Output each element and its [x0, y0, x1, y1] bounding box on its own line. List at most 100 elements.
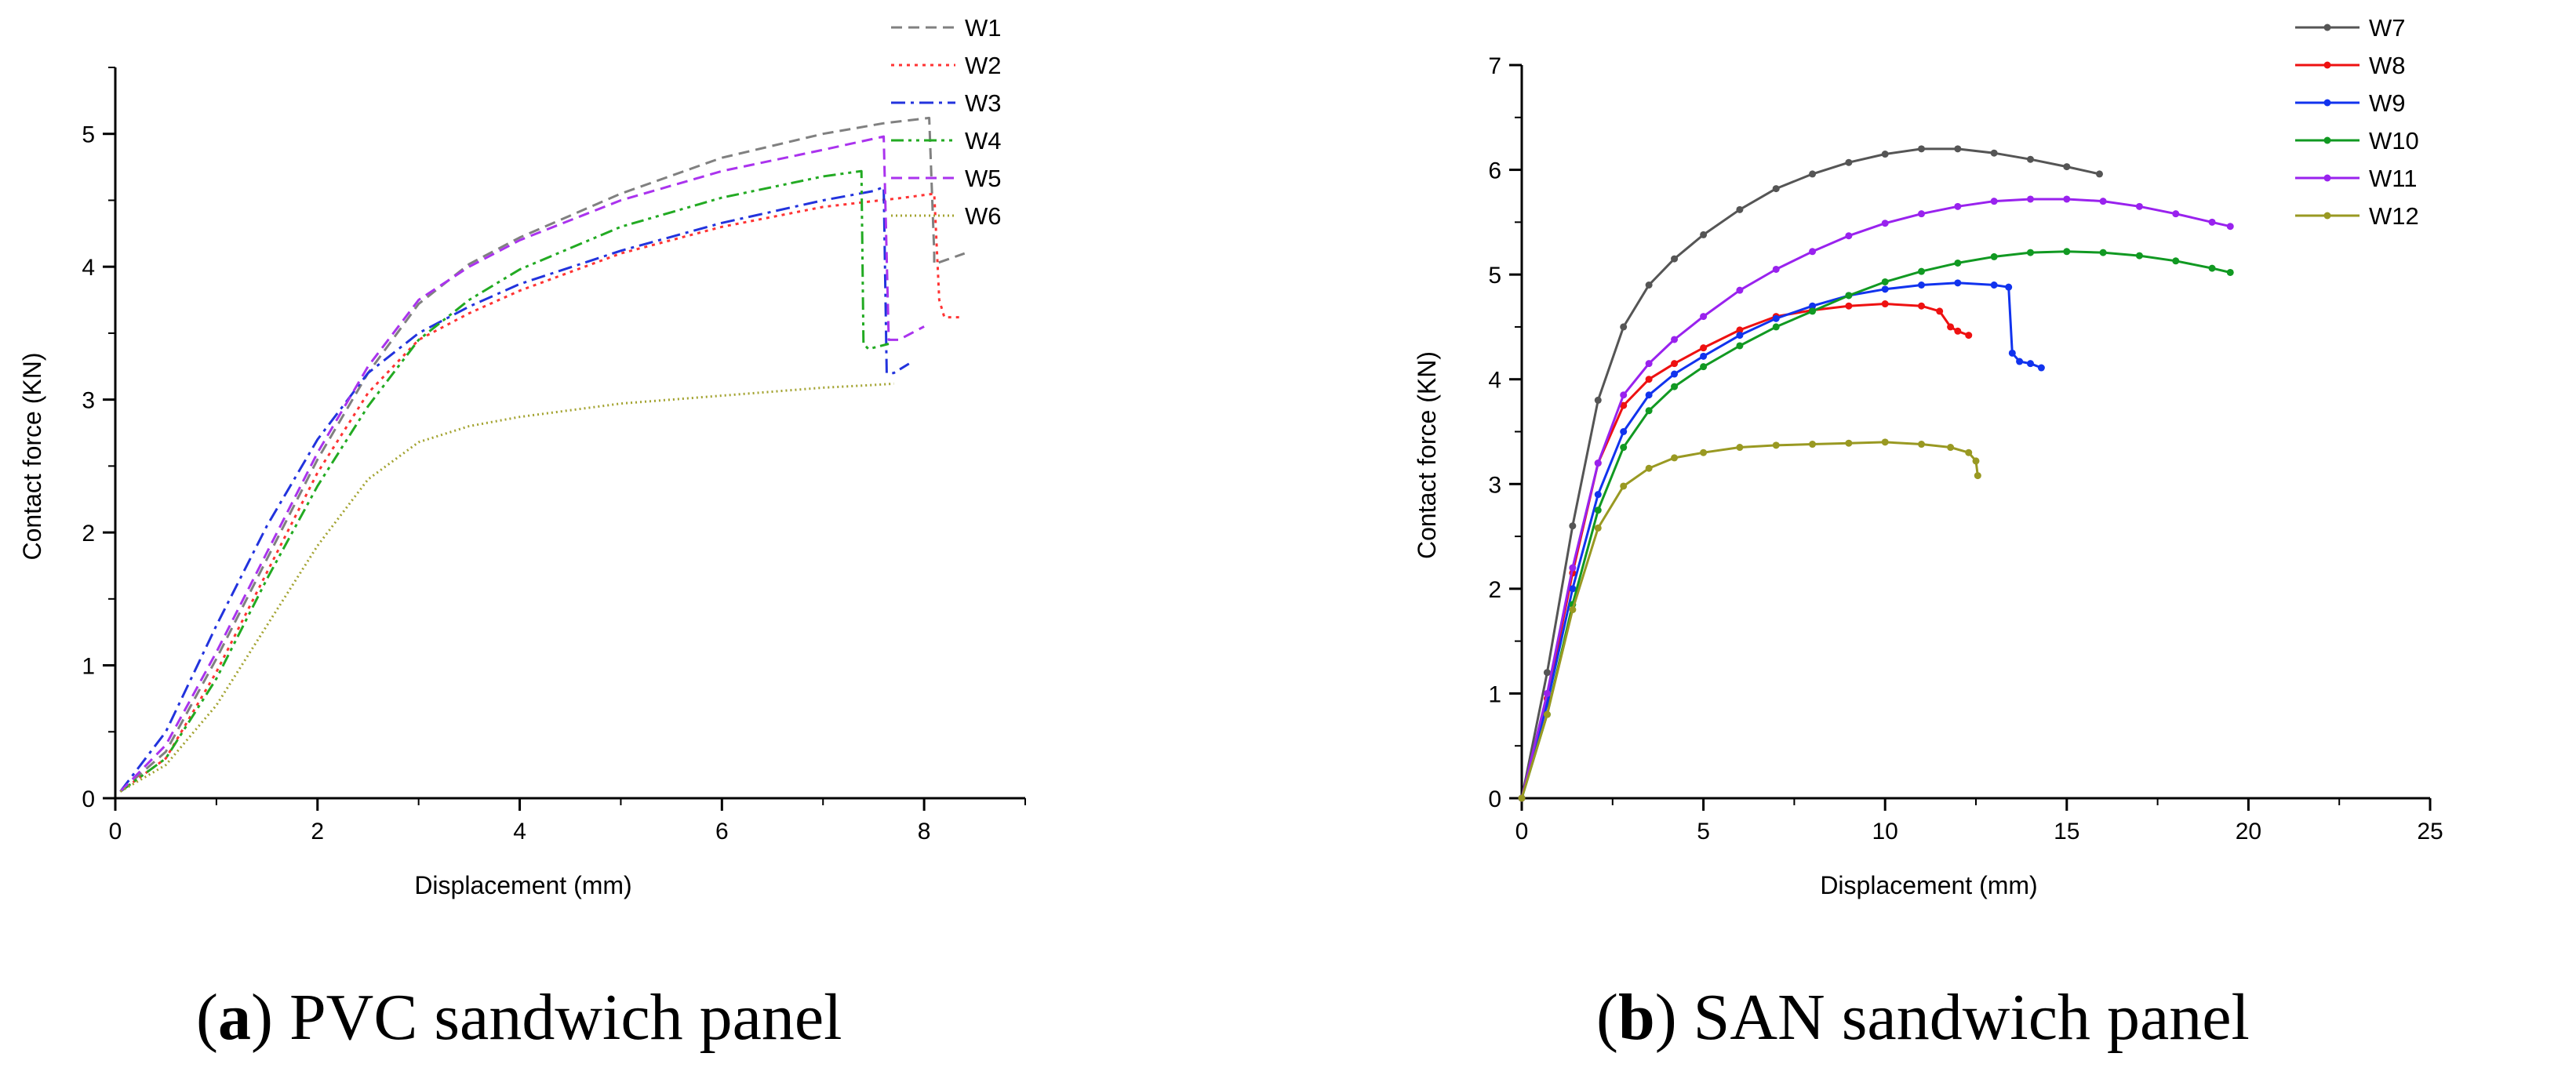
series-W12-point: [1845, 439, 1853, 447]
series-W12-point: [1645, 464, 1653, 472]
legend-W7-marker: [2323, 24, 2331, 31]
series-W11-point: [1918, 210, 1926, 218]
series-W9-point: [2037, 364, 2045, 372]
chart-panel-b: 0 5 10 15 20 25 0 1 2 3 4 5 6 7 Displacement (mm) Conta…: [1413, 14, 2443, 899]
series-W7-point: [1620, 323, 1628, 331]
series-W10-point: [1809, 307, 1817, 315]
series-W8-point: [1965, 332, 1973, 340]
x-tick-label: 0: [1515, 819, 1529, 844]
series-W11-point: [1671, 336, 1679, 343]
series-W10-point: [1736, 342, 1744, 350]
y-tick-label: 2: [1488, 577, 1501, 603]
y-axis-label: Contact force (KN): [18, 353, 46, 561]
series-W7-point: [1990, 149, 1998, 157]
series-W10-point: [1620, 444, 1628, 452]
series-W10-point: [1918, 267, 1926, 275]
y-axis-label: Contact force (KN): [1413, 351, 1441, 559]
series-W8-point: [1700, 344, 1708, 352]
series-W10-point: [1845, 292, 1853, 300]
series-W10-point: [2172, 257, 2180, 265]
series-W11-point: [2099, 198, 2107, 205]
series-W7-point: [2026, 155, 2034, 163]
series-W10-point: [1954, 259, 1962, 267]
series-W12-point: [1809, 441, 1817, 449]
series-W7-line: [1520, 147, 2100, 799]
series-W12-point: [1569, 606, 1577, 614]
series-W11-point: [1772, 265, 1780, 273]
series-W8-point: [1954, 327, 1962, 335]
series-W7-point: [1881, 151, 1889, 158]
series-W9-point: [2005, 283, 2013, 291]
series-W11-point: [1809, 248, 1817, 256]
series-W9-point: [2026, 360, 2034, 368]
legend-W4-label: W4: [965, 127, 1002, 154]
series-W11-point: [2172, 210, 2180, 218]
series-W12-point: [1543, 710, 1551, 718]
series-W8-point: [1918, 302, 1926, 310]
caption-b-text: ) SAN sandwich panel: [1655, 981, 2250, 1054]
series-W10-point: [1594, 507, 1602, 514]
legend-W12-label: W12: [2369, 202, 2419, 230]
legend-W2-label: W2: [965, 52, 1002, 79]
y-tick-label: 2: [82, 521, 95, 547]
series-W12-point: [1700, 449, 1708, 456]
series-W10-line: [1520, 250, 2231, 799]
series-W10-point: [2226, 268, 2234, 276]
series-W11-point: [1736, 286, 1744, 294]
series-W11-point: [1990, 198, 1998, 205]
series-W10-point: [2135, 252, 2143, 260]
series-W9-point: [1772, 314, 1780, 322]
y-tick-label: 5: [1488, 263, 1501, 289]
series-W7-point: [2063, 163, 2071, 171]
y-tick-label: 4: [1488, 368, 1501, 394]
caption-b: (b) SAN sandwich panel: [1596, 981, 2250, 1054]
x-tick-label: 0: [109, 819, 122, 844]
series-W12-point: [1518, 794, 1526, 802]
series-W9-point: [1700, 352, 1708, 360]
caption-a-text: ) PVC sandwich panel: [251, 981, 842, 1054]
series-W8-point: [1845, 302, 1853, 310]
series-W11-point: [1881, 220, 1889, 227]
caption-a: (a) PVC sandwich panel: [196, 981, 842, 1054]
series-W9-point: [1990, 281, 1998, 289]
x-axis-label: Displacement (mm): [414, 871, 631, 899]
y-tick-label: 1: [82, 654, 95, 680]
legend-W1-label: W1: [965, 14, 1002, 42]
series-W10-point: [1772, 323, 1780, 331]
legend-W11-marker: [2323, 174, 2331, 182]
series-W11-point: [1620, 391, 1628, 399]
series-W11-point: [2226, 223, 2234, 231]
series-W7-point: [1594, 396, 1602, 404]
legend-W9-marker: [2323, 99, 2331, 107]
legend-W9-label: W9: [2369, 89, 2406, 117]
series-W9-point: [1671, 370, 1679, 378]
series-W7-point: [2095, 170, 2103, 178]
series-W11-point: [2063, 195, 2071, 203]
x-tick-label: 2: [311, 819, 324, 844]
y-tick-label: 6: [1488, 158, 1501, 184]
legend-W6-label: W6: [965, 202, 1002, 230]
y-tick-label: 4: [82, 255, 95, 281]
legend-W12-marker: [2323, 212, 2331, 220]
series-W12-point: [1594, 524, 1602, 532]
series-W7-point: [1671, 255, 1679, 263]
series-W4-line: [119, 169, 890, 793]
x-axis-label: Displacement (mm): [1820, 871, 2037, 899]
series-W8-point: [1881, 300, 1889, 308]
series-W7-point: [1700, 231, 1708, 238]
caption-b-letter: b: [1618, 981, 1655, 1054]
series-W7-point: [1954, 145, 1962, 153]
series-W10-point: [1881, 278, 1889, 285]
series-W8-point: [1645, 376, 1653, 383]
legend-W11-label: W11: [2369, 165, 2417, 192]
series-W10-point: [1700, 363, 1708, 371]
series-W11-point: [2135, 202, 2143, 210]
series-W12-point: [1974, 472, 1981, 480]
legend-W3-label: W3: [965, 89, 1002, 117]
x-tick-label: 6: [715, 819, 729, 844]
series-W10-point: [2208, 264, 2216, 272]
y-tick-label: 7: [1488, 53, 1501, 79]
series-W12-point: [1881, 438, 1889, 446]
series-W1-line: [119, 116, 966, 793]
y-tick-label: 1: [1488, 681, 1501, 707]
